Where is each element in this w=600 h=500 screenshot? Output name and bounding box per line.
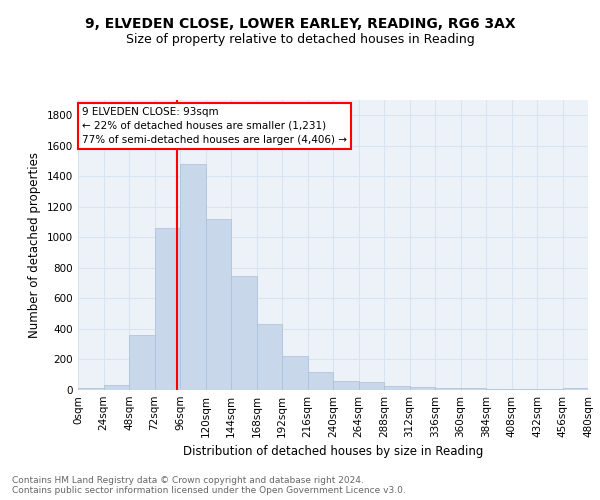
Bar: [563, 388, 588, 390]
Bar: [435, 388, 461, 390]
Bar: [231, 276, 257, 390]
Bar: [282, 356, 308, 390]
Bar: [384, 386, 409, 390]
Bar: [537, 389, 563, 390]
Text: Size of property relative to detached houses in Reading: Size of property relative to detached ho…: [125, 32, 475, 46]
Bar: [461, 388, 486, 390]
Text: Contains HM Land Registry data © Crown copyright and database right 2024.
Contai: Contains HM Land Registry data © Crown c…: [12, 476, 406, 495]
Text: 9 ELVEDEN CLOSE: 93sqm
← 22% of detached houses are smaller (1,231)
77% of semi-: 9 ELVEDEN CLOSE: 93sqm ← 22% of detached…: [82, 107, 347, 145]
Bar: [104, 384, 129, 390]
Bar: [409, 387, 435, 390]
Bar: [486, 389, 511, 390]
Bar: [180, 164, 205, 390]
Text: 9, ELVEDEN CLOSE, LOWER EARLEY, READING, RG6 3AX: 9, ELVEDEN CLOSE, LOWER EARLEY, READING,…: [85, 18, 515, 32]
X-axis label: Distribution of detached houses by size in Reading: Distribution of detached houses by size …: [183, 446, 483, 458]
Bar: [257, 324, 282, 390]
Bar: [205, 219, 231, 390]
Bar: [511, 389, 537, 390]
Bar: [359, 382, 384, 390]
Bar: [308, 372, 333, 390]
Y-axis label: Number of detached properties: Number of detached properties: [28, 152, 41, 338]
Bar: [78, 388, 104, 390]
Bar: [129, 335, 155, 390]
Bar: [333, 381, 359, 390]
Bar: [155, 228, 180, 390]
